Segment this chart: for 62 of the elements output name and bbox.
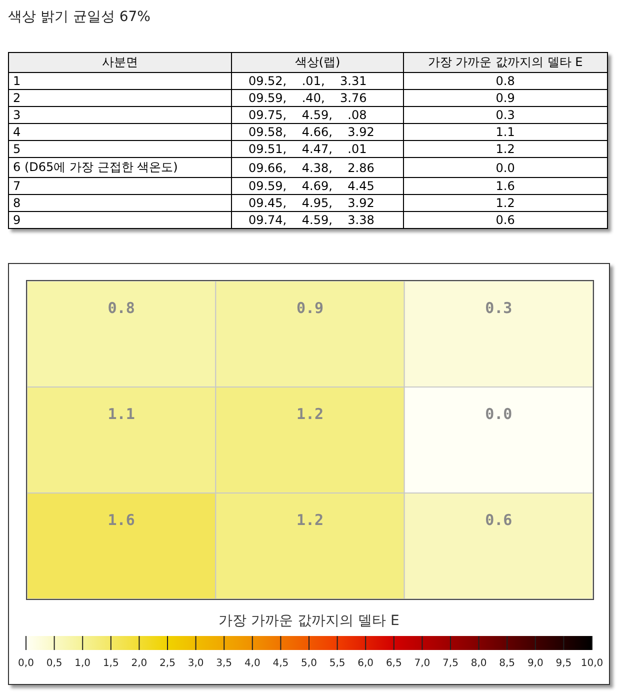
text: 5 <box>8 140 232 158</box>
color-bar-label: 3,5 <box>216 658 232 669</box>
text: 0.0 <box>403 158 608 178</box>
text: 7 <box>8 178 232 194</box>
color-bar-label: 0,5 <box>46 658 62 669</box>
data-label: 1.2 <box>296 405 324 424</box>
color-bar-label: 10,0 <box>580 658 604 669</box>
color-bar-label: 7,0 <box>414 658 430 669</box>
text: 09.52, .01, 3.31 <box>232 72 404 90</box>
text: 09.74, 4.59, 3.38 <box>232 212 404 228</box>
text: 09.75, 4.59, .08 <box>232 106 404 124</box>
category-label: 색상(랩) <box>232 52 404 72</box>
color-bar-label: 0,0 <box>18 658 34 669</box>
text: 09.59, .40, 3.76 <box>232 90 404 106</box>
category-label: 사분면 <box>8 52 232 72</box>
text: 1.2 <box>403 140 608 158</box>
data-label: 1.6 <box>108 511 135 530</box>
text: 09.59, 4.69, 4.45 <box>232 178 404 194</box>
color-bar-title: 가장 가까운 값까지의 델타 E <box>218 612 400 630</box>
color-bar-label: 7,5 <box>442 658 458 669</box>
text: 09.66, 4.38, 2.86 <box>232 158 404 178</box>
data-label: 0.6 <box>485 511 512 530</box>
color-bar-label: 6,0 <box>358 658 374 669</box>
category-label: 가장 가까운 값까지의 델타 E <box>403 52 608 72</box>
data-label: 0.0 <box>485 405 512 424</box>
text: 1.2 <box>403 194 608 212</box>
data-label: 1.2 <box>296 511 324 530</box>
text: 09.58, 4.66, 3.92 <box>232 124 404 140</box>
text: 6 (D65에 가장 근접한 색온도) <box>8 158 232 178</box>
text: 2 <box>8 90 232 106</box>
data-label: 1.1 <box>108 405 135 424</box>
text: 9 <box>8 212 232 228</box>
text: 0.3 <box>403 106 608 124</box>
text: 1 <box>8 72 232 90</box>
text: 8 <box>8 194 232 212</box>
text: 1.1 <box>403 124 608 140</box>
text: 3 <box>8 106 232 124</box>
text: 1.6 <box>403 178 608 194</box>
text: 09.51, 4.47, .01 <box>232 140 404 158</box>
text: 0.6 <box>403 212 608 228</box>
color-bar-label: 8,5 <box>499 658 516 669</box>
color-bar-label: 3,0 <box>188 658 204 669</box>
text: 0.9 <box>403 90 608 106</box>
color-bar-label: 1,5 <box>102 658 119 669</box>
color-bar-label: 6,5 <box>386 658 402 669</box>
text: 0.8 <box>403 72 608 90</box>
text: 09.45, 4.95, 3.92 <box>232 194 404 212</box>
color-bar-label: 4,0 <box>244 658 260 669</box>
text: 색상 밝기 균일성 67% <box>8 8 152 26</box>
text: 4 <box>8 124 232 140</box>
data-label: 0.3 <box>485 299 512 318</box>
color-bar-label: 5,5 <box>329 658 346 669</box>
color-bar-label: 9,0 <box>527 658 544 669</box>
color-bar-label: 2,0 <box>131 658 148 669</box>
color-bar-label: 1,0 <box>74 658 91 669</box>
data-label: 0.9 <box>296 299 324 318</box>
color-bar-label: 9,5 <box>556 658 572 669</box>
color-bar-label: 8,0 <box>470 658 487 669</box>
color-bar-label: 2,5 <box>160 658 176 669</box>
color-bar-label: 4,5 <box>272 658 289 669</box>
data-label: 0.8 <box>108 299 135 318</box>
color-bar-label: 5,0 <box>301 658 317 669</box>
